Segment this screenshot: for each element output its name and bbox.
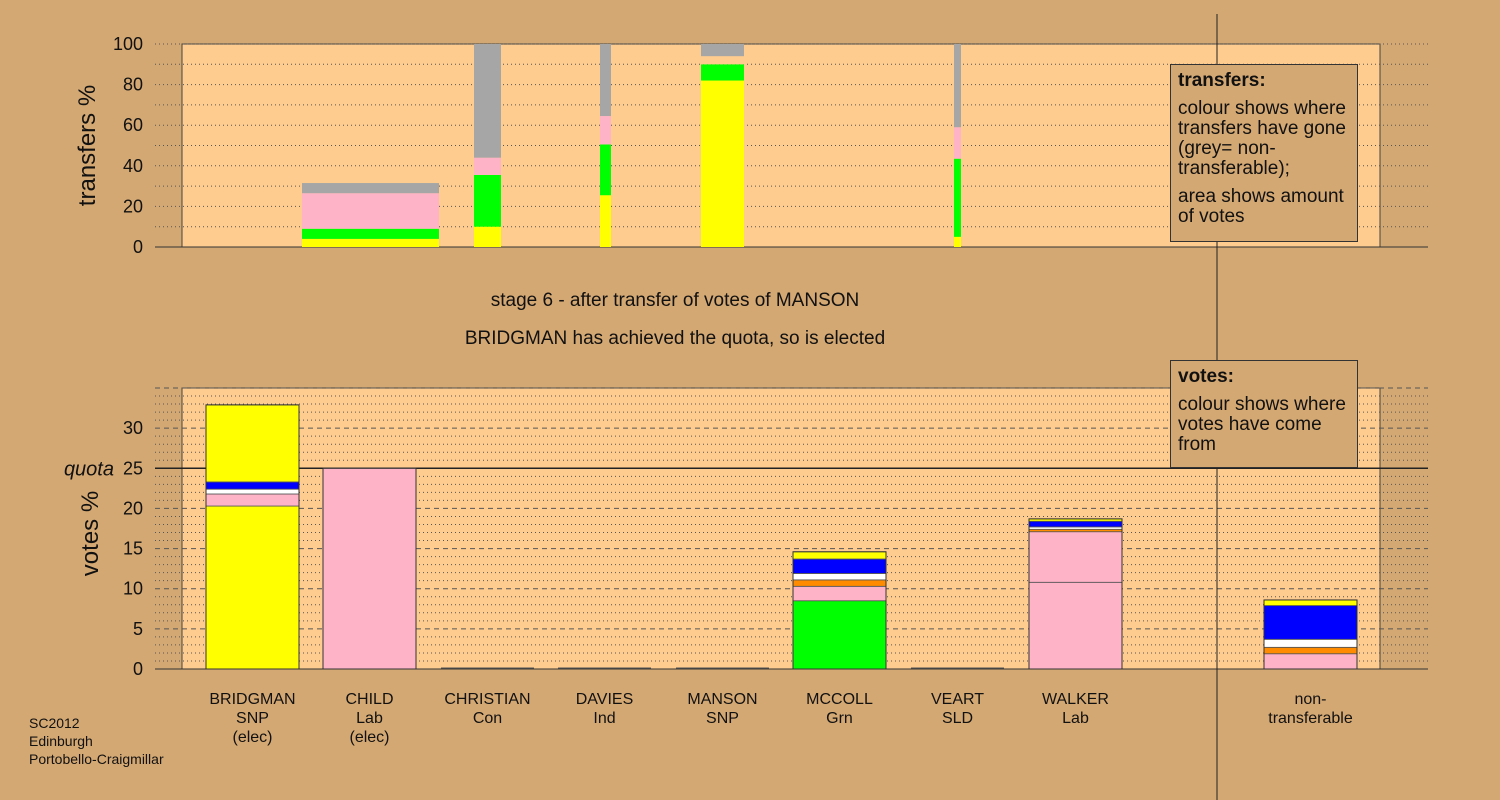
transfer-bar-segment — [474, 157, 501, 175]
transfer-bar-segment — [701, 56, 744, 65]
vote-bar-segment — [205, 488, 300, 495]
transfer-bar-segment — [302, 183, 439, 194]
source-line-year: SC2012 — [29, 715, 80, 731]
vote-bar-segment — [1263, 605, 1358, 640]
vote-bar-segment — [792, 585, 887, 602]
transfers-legend-title: transfers: — [1178, 70, 1266, 91]
candidate-status-label: (elec) — [349, 729, 389, 746]
vote-bar-segment — [792, 573, 887, 581]
transfer-bar-segment — [600, 144, 611, 196]
vote-bar-segment — [1263, 638, 1358, 648]
transfers-axis-label: transfers % — [74, 85, 101, 206]
vote-bar-segment — [1028, 531, 1123, 583]
transfer-bar-segment — [701, 64, 744, 81]
candidate-party-label: SLD — [942, 710, 973, 727]
votes-tick-label: 10 — [123, 579, 143, 599]
transfer-bar-segment — [954, 127, 961, 159]
candidate-name-label: WALKER — [1042, 691, 1109, 708]
transfer-bar-segment — [701, 80, 744, 247]
transfers-tick-label: 80 — [123, 75, 143, 95]
votes-axis-label: votes % — [77, 491, 104, 576]
candidate-party-label: Lab — [1062, 710, 1089, 727]
vote-bar-segment — [1263, 646, 1358, 655]
stage-result: BRIDGMAN has achieved the quota, so is e… — [464, 328, 886, 349]
vote-bar-segment — [792, 579, 887, 587]
vote-bar-segment — [1028, 520, 1123, 528]
candidate-name-label: MANSON — [687, 691, 757, 708]
vote-bar-segment — [1263, 653, 1358, 670]
vote-bar-segment — [322, 467, 417, 670]
vote-bar-segment — [205, 493, 300, 507]
vote-bar-segment — [1028, 581, 1123, 670]
vote-bar-outline — [205, 404, 300, 670]
vote-bar-segment — [205, 505, 300, 670]
source-label: SC2012 Edinburgh Portobello-Craigmillar — [29, 714, 164, 768]
candidate-name-label: DAVIES — [576, 691, 634, 708]
votes-tick-label: 15 — [123, 539, 143, 559]
candidate-name-label: non- — [1294, 691, 1326, 708]
transfers-tick-label: 60 — [123, 115, 143, 135]
transfer-bar-segment — [474, 174, 501, 227]
vote-bar-outline — [792, 551, 887, 670]
vote-bar-segment — [205, 404, 300, 483]
transfer-bar-segment — [302, 193, 439, 229]
transfers-tick-label: 100 — [113, 34, 143, 54]
transfer-bar-segment — [954, 44, 961, 128]
transfer-bar-segment — [954, 158, 961, 237]
vote-bar-outline — [1028, 518, 1123, 670]
vote-bar-segment — [792, 551, 887, 560]
candidate-name-label: CHRISTIAN — [444, 691, 530, 708]
stage-heading: stage 6 - after transfer of votes of MAN… — [490, 290, 860, 311]
vote-bar-outline — [1263, 599, 1358, 670]
candidate-party-label: Grn — [826, 710, 853, 727]
votes-tick-label: 5 — [133, 619, 143, 639]
vote-bar-segment — [205, 481, 300, 490]
vote-bar-segment — [792, 558, 887, 574]
votes-legend: votes: colour shows where votes have com… — [1170, 360, 1358, 468]
transfer-bar-segment — [701, 44, 744, 57]
transfer-bar-segment — [600, 44, 611, 117]
candidate-name-label: MCCOLL — [806, 691, 873, 708]
candidate-party-label: transferable — [1268, 710, 1353, 727]
transfers-legend: transfers: colour shows where transfers … — [1170, 64, 1358, 242]
candidate-name-label: VEART — [931, 691, 984, 708]
transfers-legend-area-text: area shows amount of votes — [1178, 186, 1344, 227]
vote-bar-outline — [322, 467, 417, 670]
votes-legend-text: colour shows where votes have come from — [1178, 394, 1346, 455]
transfer-bar-segment — [600, 195, 611, 247]
source-line-ward: Portobello-Craigmillar — [29, 751, 164, 767]
candidate-name-label: BRIDGMAN — [209, 691, 295, 708]
candidate-party-label: Con — [473, 710, 502, 727]
votes-tick-label: 0 — [133, 659, 143, 679]
candidate-status-label: (elec) — [232, 729, 272, 746]
candidate-party-label: SNP — [236, 710, 269, 727]
transfers-tick-label: 0 — [133, 237, 143, 257]
transfer-bar-segment — [302, 228, 439, 239]
transfer-bar-segment — [302, 238, 439, 247]
transfers-tick-label: 40 — [123, 156, 143, 176]
transfer-bar-segment — [474, 226, 501, 247]
vote-bar-segment — [1263, 599, 1358, 606]
source-line-council: Edinburgh — [29, 733, 93, 749]
transfers-tick-label: 20 — [123, 196, 143, 216]
votes-tick-label: 20 — [123, 498, 143, 518]
quota-tick-label: 25 — [123, 458, 143, 478]
candidate-party-label: SNP — [706, 710, 739, 727]
quota-label: quota — [64, 458, 114, 480]
transfer-bar-segment — [474, 44, 501, 158]
votes-tick-label: 30 — [123, 418, 143, 438]
transfer-bar-segment — [600, 116, 611, 145]
transfers-legend-text: colour shows where transfers have gone (… — [1178, 98, 1346, 179]
candidate-party-label: Ind — [593, 710, 615, 727]
candidate-party-label: Lab — [356, 710, 383, 727]
vote-bar-segment — [792, 600, 887, 670]
votes-legend-title: votes: — [1178, 366, 1234, 387]
candidate-name-label: CHILD — [345, 691, 393, 708]
transfer-bar-segment — [954, 236, 961, 247]
